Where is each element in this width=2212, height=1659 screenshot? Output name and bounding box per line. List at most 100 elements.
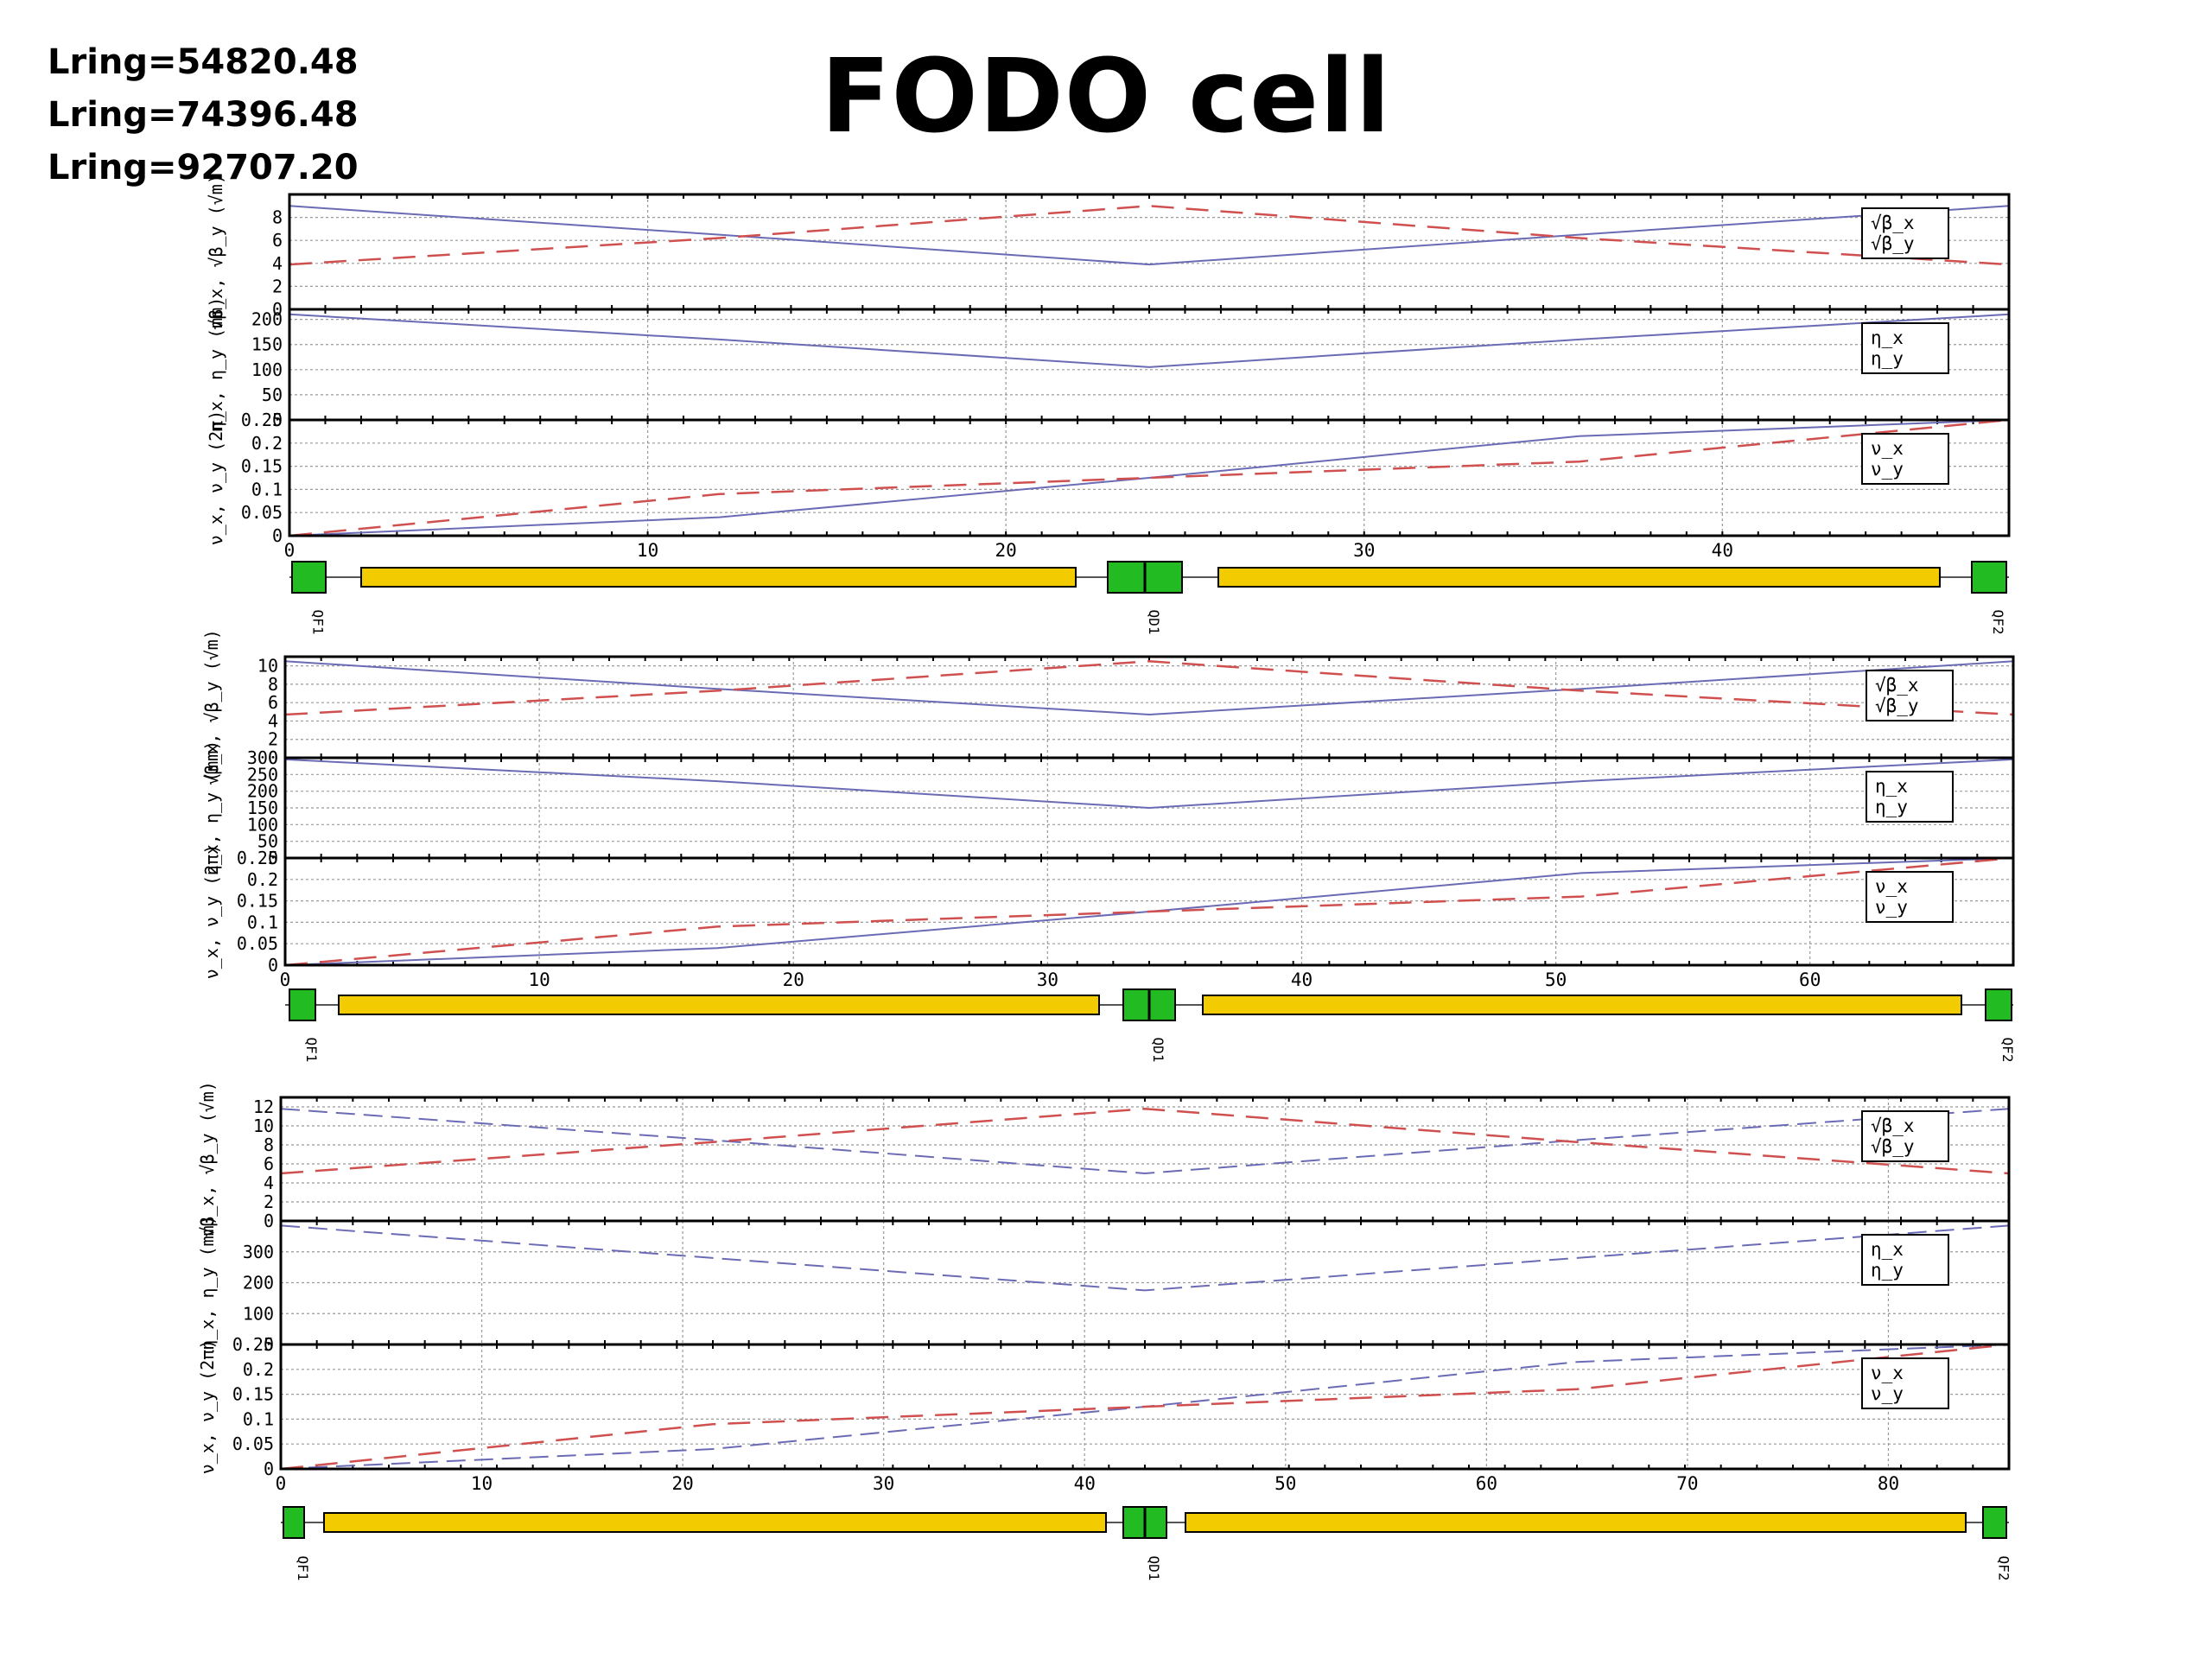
legend-box xyxy=(1861,1234,1949,1286)
page-title: FODO cell xyxy=(820,36,1392,156)
legend-entry: √β_x xyxy=(1871,213,1915,233)
y-tick-label: 300 xyxy=(247,747,278,768)
x-tick-label: 20 xyxy=(995,540,1017,561)
lring-labels: Lring=54820.48 Lring=74396.48 Lring=9270… xyxy=(48,36,359,194)
legend-entry: ν_x xyxy=(1871,1363,1904,1383)
series-line-x xyxy=(280,1108,2010,1175)
series-line-x xyxy=(289,313,2010,368)
x-tick-label: 10 xyxy=(471,1473,493,1494)
x-tick-label: 40 xyxy=(1074,1473,1096,1494)
legend-entry: η_x xyxy=(1875,776,1908,797)
x-tick-label: 50 xyxy=(1545,969,1567,990)
legend-box xyxy=(1861,207,1949,259)
element-label: QD1 xyxy=(1146,1556,1162,1581)
y-axis-label: ν_x, ν_y (2π) xyxy=(197,1339,218,1475)
x-tick-label: 40 xyxy=(1712,540,1733,561)
y-tick-label: 0.25 xyxy=(232,1334,274,1355)
y-tick-label: 0.1 xyxy=(251,479,283,499)
x-tick-label: 70 xyxy=(1676,1473,1698,1494)
legend-entry: ν_x xyxy=(1871,438,1904,459)
x-tick-label: 30 xyxy=(1353,540,1375,561)
legend-entry: √β_x xyxy=(1871,1116,1915,1136)
y-tick-label: 100 xyxy=(247,814,278,835)
element-label: QF1 xyxy=(303,1038,320,1063)
y-tick-label: 250 xyxy=(247,764,278,785)
element-label: QF1 xyxy=(310,610,327,635)
legend-box xyxy=(1861,1357,1949,1409)
element-label: QD1 xyxy=(1150,1038,1166,1063)
y-tick-label: 2 xyxy=(272,276,283,296)
x-tick-label: 80 xyxy=(1878,1473,1899,1494)
y-axis-label: ν_x, ν_y (2π) xyxy=(201,844,222,980)
y-tick-label: 4 xyxy=(268,710,278,731)
y-axis-label: ν_x, ν_y (2π) xyxy=(206,410,226,546)
series-line-y xyxy=(284,856,2014,967)
panel-frame xyxy=(283,655,2015,760)
quadrupole-magnet xyxy=(1985,988,2012,1021)
legend-entry: η_x xyxy=(1871,1239,1904,1260)
lattice-beamline: QF1 QD1 QF2 xyxy=(285,988,2016,1063)
y-tick-label: 0.05 xyxy=(237,933,278,954)
panel-frame xyxy=(288,193,2011,311)
series-line-y xyxy=(289,205,2010,266)
legend-entry: η_y xyxy=(1871,1260,1904,1281)
x-tick-label: 20 xyxy=(671,1473,693,1494)
quadrupole-magnet xyxy=(1971,561,2007,594)
lring-label: Lring=92707.20 xyxy=(48,148,359,188)
y-tick-label: 100 xyxy=(251,359,283,380)
legend-entry: η_x xyxy=(1871,327,1904,348)
lattice-beamline: QF1 QD1 QF2 xyxy=(281,1506,2012,1581)
y-tick-label: 0.15 xyxy=(241,456,283,477)
legend-entry: √β_y xyxy=(1871,233,1915,254)
x-tick-label: 30 xyxy=(873,1473,894,1494)
y-tick-label: 100 xyxy=(243,1303,274,1324)
y-tick-label: 4 xyxy=(272,253,283,274)
y-tick-label: 4 xyxy=(264,1173,274,1193)
y-tick-label: 0.25 xyxy=(237,848,278,868)
x-tick-label: 30 xyxy=(1037,969,1058,990)
y-tick-label: 0.05 xyxy=(241,502,283,523)
element-label: QF2 xyxy=(1999,1038,2016,1063)
x-tick-label: 40 xyxy=(1291,969,1313,990)
y-tick-label: 8 xyxy=(272,207,283,228)
y-tick-label: 0 xyxy=(272,299,283,320)
y-tick-label: 50 xyxy=(262,385,283,405)
panel-frame xyxy=(279,1343,2011,1471)
y-tick-label: 0 xyxy=(268,848,278,868)
y-tick-label: 0 xyxy=(268,747,278,768)
x-tick-label: 60 xyxy=(1476,1473,1497,1494)
legend-box xyxy=(1866,771,1954,823)
element-label: QF2 xyxy=(1990,610,2006,635)
y-axis-label: √β_x, √β_y (√m) xyxy=(206,174,226,330)
y-tick-label: 150 xyxy=(251,334,283,355)
y-axis-label: √β_x, √β_y (√m) xyxy=(201,629,222,785)
y-tick-label: 8 xyxy=(268,674,278,695)
y-tick-label: 10 xyxy=(253,1116,274,1136)
legend-box xyxy=(1866,670,1954,721)
panel-frame xyxy=(288,308,2011,422)
x-tick-label: 50 xyxy=(1274,1473,1296,1494)
y-tick-label: 200 xyxy=(243,1273,274,1294)
y-tick-label: 0.15 xyxy=(232,1384,274,1405)
legend-entry: √β_y xyxy=(1875,696,1919,716)
x-tick-label: 20 xyxy=(783,969,804,990)
y-tick-label: 6 xyxy=(272,230,283,251)
element-label: QD1 xyxy=(1146,610,1162,635)
y-tick-label: 2 xyxy=(264,1192,274,1212)
quadrupole-magnet xyxy=(291,561,327,594)
y-axis-label: η_x, η_y (mm) xyxy=(206,297,226,433)
series-line-x xyxy=(289,419,2010,537)
series-line-y xyxy=(280,1343,2010,1471)
y-tick-label: 50 xyxy=(257,831,278,852)
y-tick-label: 0.2 xyxy=(247,869,278,890)
element-label: QF1 xyxy=(295,1556,311,1581)
dipole-magnet xyxy=(1202,995,1962,1015)
series-line-y xyxy=(284,660,2014,716)
quadrupole-magnet xyxy=(283,1506,305,1539)
x-tick-label: 0 xyxy=(276,1473,287,1494)
